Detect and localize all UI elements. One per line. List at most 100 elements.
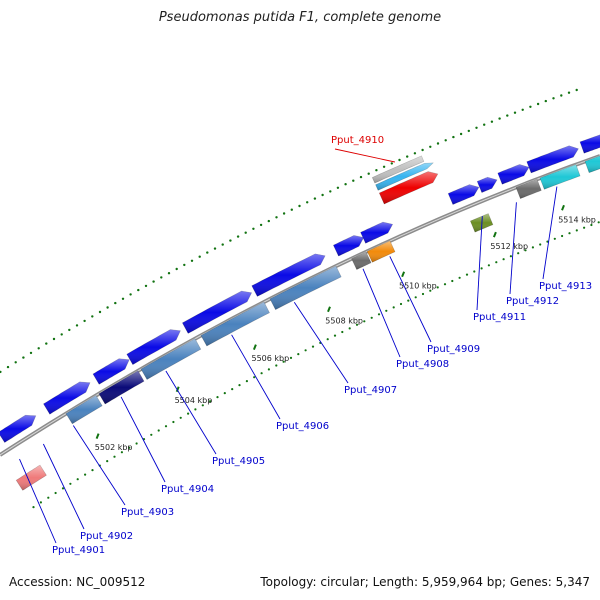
leader-line: [293, 302, 349, 384]
minor-tick-dot: [61, 487, 65, 490]
minor-tick-dot: [190, 259, 194, 262]
forward-gene-arrow-shade: [251, 253, 326, 297]
minor-tick-dot: [183, 263, 186, 267]
major-tick: [327, 306, 331, 313]
minor-tick-dot: [282, 360, 285, 363]
minor-tick-dot: [326, 338, 329, 341]
minor-tick-dot: [84, 473, 87, 476]
gene-label-pput-4903[interactable]: Pput_4903: [121, 507, 174, 518]
minor-tick-dot: [421, 148, 424, 152]
minor-tick-dot: [363, 320, 366, 323]
major-tick: [175, 386, 180, 393]
gene-label-pput-4910[interactable]: Pput_4910: [331, 135, 384, 146]
gene-label-pput-4907[interactable]: Pput_4907: [344, 385, 397, 396]
gene-label-pput-4904[interactable]: Pput_4904: [161, 484, 214, 495]
minor-tick-dot: [575, 229, 578, 232]
gene-features[interactable]: [0, 133, 600, 491]
minor-tick-dot: [407, 299, 410, 302]
gene-pput-4908-shade: [351, 251, 372, 270]
gene-label-pput-4906[interactable]: Pput_4906: [276, 421, 329, 432]
minor-tick-dot: [392, 306, 395, 309]
tick-label: 5508 kbp: [325, 317, 363, 326]
gene-labels[interactable]: Pput_4901 Pput_4902 Pput_4903 Pput_4904 Pput…: [52, 135, 592, 556]
leader-line: [165, 370, 217, 455]
minor-tick-dot: [175, 267, 178, 271]
minor-tick-dot: [561, 234, 564, 238]
forward-gene-arrow-shade: [333, 235, 364, 256]
minor-tick-dot: [429, 289, 432, 292]
minor-tick-dot: [76, 478, 79, 481]
minor-tick-dot: [436, 286, 439, 289]
minor-tick-dot: [524, 249, 527, 252]
gene-label-pput-4912[interactable]: Pput_4912: [506, 296, 559, 307]
minor-tick-dot: [0, 370, 2, 374]
minor-tick-dot: [413, 152, 417, 155]
minor-tick-dot: [483, 123, 486, 126]
gene-pput-4910-shade: [379, 171, 438, 204]
leader-line: [72, 425, 126, 506]
leader-line: [42, 443, 85, 530]
gene-label-pput-4911[interactable]: Pput_4911: [473, 312, 526, 323]
minor-tick-dot: [459, 132, 463, 136]
gene-label-pput-4905[interactable]: Pput_4905: [212, 456, 265, 467]
tick-label: 5504 kbp: [175, 396, 213, 405]
accession-text: Accession: NC_009512: [9, 575, 146, 589]
minor-tick-dot: [311, 345, 315, 348]
gene-pput-4905-shade: [141, 338, 201, 380]
minor-tick-dot: [137, 288, 140, 292]
minor-tick-dot: [495, 261, 498, 264]
minor-tick-dot: [590, 223, 593, 227]
tick-label: 5512 kbp: [490, 242, 528, 251]
minor-tick-dot: [114, 301, 117, 305]
minor-tick-dot: [282, 212, 286, 215]
gene-pput-4910-lightblue-shade: [375, 162, 434, 191]
minor-tick-dot: [377, 313, 381, 316]
minor-tick-dot: [414, 296, 417, 299]
major-tick: [561, 204, 565, 211]
minor-tick-dot: [546, 240, 549, 243]
gene-label-pput-4902[interactable]: Pput_4902: [80, 531, 133, 542]
minor-tick-dot: [583, 226, 586, 229]
leader-line: [120, 396, 166, 483]
gene-label-pput-4909[interactable]: Pput_4909: [427, 344, 480, 355]
minor-tick-dot: [206, 251, 209, 254]
major-tick: [401, 271, 406, 278]
minor-tick-dot: [52, 337, 56, 341]
forward-gene-arrow-shade: [93, 358, 130, 385]
tick-row-inner: [32, 221, 600, 509]
leader-line: [362, 268, 401, 358]
forward-gene-arrow-shade: [43, 381, 90, 415]
gene-pput-4910-silver-shade: [372, 155, 424, 183]
gene-label-pput-4913[interactable]: Pput_4913: [539, 281, 592, 292]
leader-line: [476, 216, 483, 311]
minor-tick-dot: [370, 316, 373, 319]
tick-label: 5510 kbp: [399, 282, 437, 291]
gene-partial-cyan-shade: [585, 155, 600, 173]
minor-tick-dot: [213, 247, 217, 250]
minor-tick-dot: [54, 491, 57, 495]
gene-pput-4901-shade: [16, 465, 47, 491]
minor-tick-dot: [98, 310, 102, 314]
minor-tick-dot: [267, 368, 270, 371]
gene-label-pput-4908[interactable]: Pput_4908: [396, 359, 449, 370]
minor-tick-dot: [398, 158, 401, 162]
minor-tick-dot: [221, 243, 224, 246]
minor-tick-dot: [444, 139, 447, 142]
minor-tick-dot: [201, 404, 204, 407]
minor-tick-dot: [348, 327, 351, 330]
minor-tick-dot: [231, 388, 234, 391]
minor-tick-dot: [517, 252, 520, 255]
minor-tick-dot: [238, 384, 241, 387]
forward-gene-arrow-shade: [360, 222, 393, 244]
minor-tick-dot: [216, 396, 219, 399]
minor-tick-dot: [465, 273, 469, 276]
minor-tick-dot: [164, 425, 168, 428]
gene-label-pput-4901[interactable]: Pput_4901: [52, 545, 105, 556]
minor-tick-dot: [306, 201, 309, 204]
minor-tick-dot: [521, 108, 524, 112]
minor-tick-dot: [209, 400, 212, 403]
gene-pput-4903-shade: [66, 395, 103, 424]
minor-tick-dot: [490, 120, 494, 123]
minor-tick-dot: [375, 169, 378, 172]
